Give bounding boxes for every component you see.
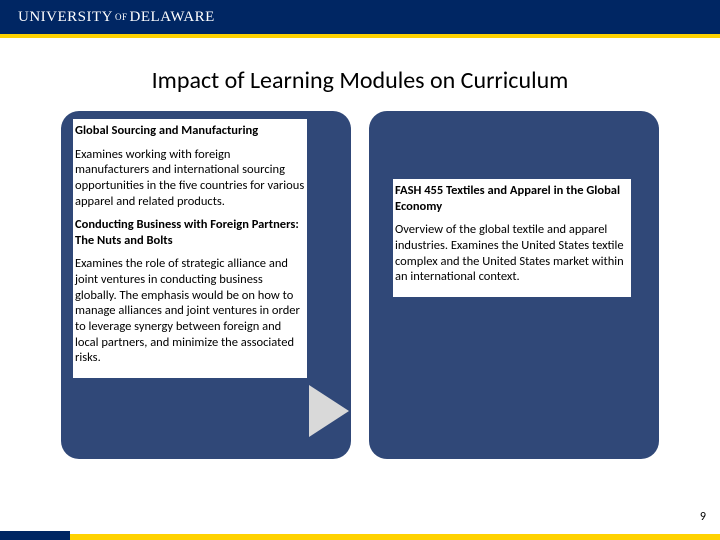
content-area: Global Sourcing and Manufacturing Examin… xyxy=(0,111,720,459)
university-logo: UNIVERSITYOFDELAWARE xyxy=(18,9,215,26)
header-bar: UNIVERSITYOFDELAWARE xyxy=(0,0,720,34)
logo-part1: NIVERSITY xyxy=(29,9,113,25)
arrow-icon xyxy=(309,385,349,437)
left-heading-1: Global Sourcing and Manufacturing xyxy=(75,123,305,139)
footer-bar xyxy=(0,528,720,540)
logo-d: D xyxy=(130,9,141,25)
logo-u: U xyxy=(18,9,29,25)
left-panel: Global Sourcing and Manufacturing Examin… xyxy=(61,111,351,459)
right-heading: FASH 455 Textiles and Apparel in the Glo… xyxy=(395,183,629,214)
right-text-overlay: FASH 455 Textiles and Apparel in the Glo… xyxy=(393,179,631,297)
slide-title: Impact of Learning Modules on Curriculum xyxy=(0,66,720,95)
header-accent-line xyxy=(0,34,720,38)
logo-part2: ELAWARE xyxy=(141,9,215,25)
page-number: 9 xyxy=(700,510,706,524)
left-body-1: Examines working with foreign manufactur… xyxy=(75,147,305,210)
footer-yellow-stripe xyxy=(0,534,720,540)
left-heading-2: Conducting Business with Foreign Partner… xyxy=(75,217,305,248)
left-body-2: Examines the role of strategic alliance … xyxy=(75,256,305,365)
right-body: Overview of the global textile and appar… xyxy=(395,222,629,285)
footer-blue-block xyxy=(0,531,70,540)
left-text-overlay: Global Sourcing and Manufacturing Examin… xyxy=(73,119,307,378)
right-panel: FASH 455 Textiles and Apparel in the Glo… xyxy=(369,111,659,459)
logo-of: OF xyxy=(115,12,128,22)
